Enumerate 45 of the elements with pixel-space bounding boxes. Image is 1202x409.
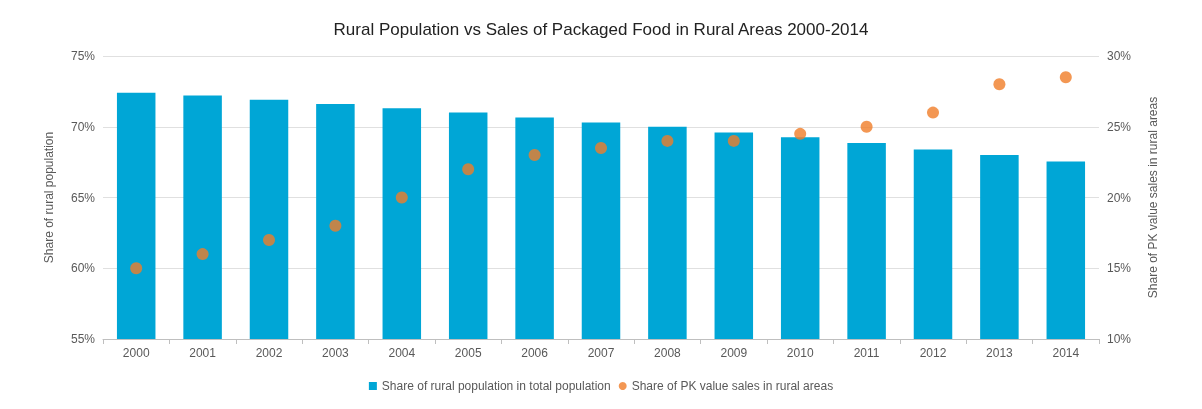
x-tick-label: 2006 bbox=[521, 346, 549, 360]
point bbox=[329, 219, 342, 232]
point bbox=[462, 163, 475, 176]
x-tick-label: 2003 bbox=[322, 346, 350, 360]
x-tick-label: 2014 bbox=[1052, 346, 1080, 360]
y2-tick-label: 20% bbox=[1107, 190, 1132, 205]
x-tick-label: 2005 bbox=[454, 346, 482, 360]
legend-label: Share of PK value sales in rural areas bbox=[631, 379, 834, 393]
x-tick-label: 2002 bbox=[255, 346, 283, 360]
x-tick-label: 2013 bbox=[986, 346, 1014, 360]
point bbox=[1059, 71, 1072, 84]
y-tick-label: 75% bbox=[70, 49, 96, 63]
y-tick-label: 60% bbox=[70, 261, 96, 276]
point bbox=[727, 134, 740, 147]
y-tick-label: 55% bbox=[70, 332, 96, 346]
point bbox=[927, 106, 939, 119]
point bbox=[196, 248, 209, 261]
point bbox=[528, 149, 541, 162]
x-tick-label: 2000 bbox=[122, 346, 150, 360]
point bbox=[661, 134, 674, 147]
point bbox=[595, 141, 607, 154]
y-tick-label: 65% bbox=[70, 190, 96, 205]
point bbox=[395, 191, 408, 204]
x-tick-label: 2009 bbox=[720, 346, 748, 360]
x-tick-label: 2012 bbox=[919, 346, 947, 360]
x-tick-label: 2010 bbox=[786, 346, 814, 360]
point bbox=[263, 233, 275, 246]
y2-tick-label: 10% bbox=[1107, 332, 1132, 346]
x-tick-label: 2011 bbox=[853, 346, 880, 360]
y2-axis-title: Share of PK value sales in rural areas bbox=[1146, 96, 1160, 299]
point bbox=[993, 78, 1006, 91]
y2-tick-label: 30% bbox=[1107, 49, 1132, 63]
y2-tick-label: 25% bbox=[1107, 119, 1132, 134]
chart-title: Rural Population vs Sales of Packaged Food in Rural Areas 2000-2014 bbox=[333, 20, 869, 39]
point bbox=[130, 262, 143, 275]
y2-tick-label: 15% bbox=[1107, 261, 1132, 276]
point bbox=[794, 127, 807, 140]
legend-label: Share of rural population in total population bbox=[381, 379, 611, 393]
x-tick-label: 2001 bbox=[189, 346, 217, 360]
x-tick-label: 2007 bbox=[587, 346, 615, 360]
x-tick-label: 2004 bbox=[388, 346, 416, 360]
y-axis-title: Share of rural population bbox=[42, 131, 56, 264]
y-tick-label: 70% bbox=[70, 119, 96, 134]
point bbox=[860, 120, 873, 133]
x-tick-label: 2008 bbox=[654, 346, 682, 360]
